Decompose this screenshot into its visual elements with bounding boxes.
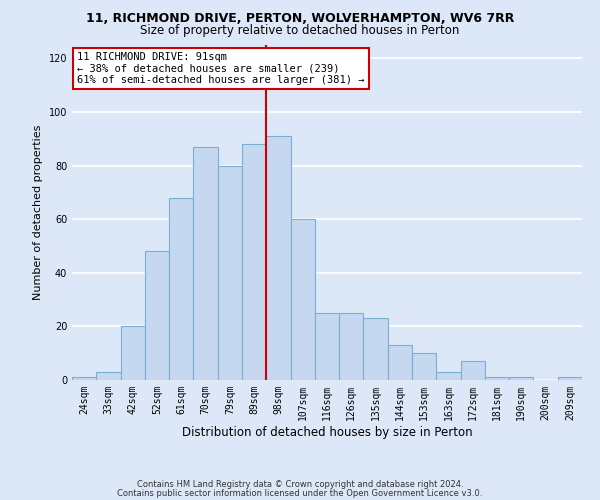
Bar — [121, 326, 145, 380]
Bar — [509, 378, 533, 380]
X-axis label: Distribution of detached houses by size in Perton: Distribution of detached houses by size … — [182, 426, 472, 438]
Bar — [558, 378, 582, 380]
Bar — [218, 166, 242, 380]
Text: Size of property relative to detached houses in Perton: Size of property relative to detached ho… — [140, 24, 460, 37]
Bar — [96, 372, 121, 380]
Bar — [339, 313, 364, 380]
Y-axis label: Number of detached properties: Number of detached properties — [33, 125, 43, 300]
Bar — [485, 378, 509, 380]
Text: Contains HM Land Registry data © Crown copyright and database right 2024.: Contains HM Land Registry data © Crown c… — [137, 480, 463, 489]
Text: Contains public sector information licensed under the Open Government Licence v3: Contains public sector information licen… — [118, 489, 482, 498]
Bar — [72, 378, 96, 380]
Bar — [315, 313, 339, 380]
Bar — [388, 345, 412, 380]
Text: 11 RICHMOND DRIVE: 91sqm
← 38% of detached houses are smaller (239)
61% of semi-: 11 RICHMOND DRIVE: 91sqm ← 38% of detach… — [77, 52, 365, 85]
Bar — [145, 252, 169, 380]
Text: 11, RICHMOND DRIVE, PERTON, WOLVERHAMPTON, WV6 7RR: 11, RICHMOND DRIVE, PERTON, WOLVERHAMPTO… — [86, 12, 514, 26]
Bar — [436, 372, 461, 380]
Bar — [242, 144, 266, 380]
Bar — [290, 219, 315, 380]
Bar — [169, 198, 193, 380]
Bar — [266, 136, 290, 380]
Bar — [364, 318, 388, 380]
Bar — [193, 147, 218, 380]
Bar — [412, 353, 436, 380]
Bar — [461, 361, 485, 380]
